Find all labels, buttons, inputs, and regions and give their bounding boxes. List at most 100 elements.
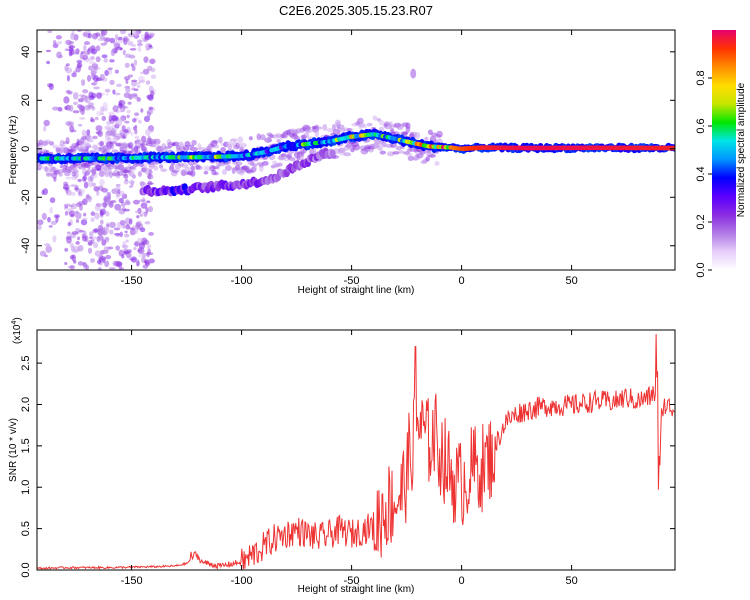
spectrogram-halo bbox=[59, 147, 67, 154]
spectrogram-noise bbox=[101, 187, 109, 193]
spectrogram-noise bbox=[140, 71, 144, 75]
spectrogram-noise bbox=[148, 44, 153, 48]
spectrogram-noise bbox=[124, 133, 128, 137]
spectrogram-noise bbox=[52, 43, 59, 49]
spectrogram-noise bbox=[100, 227, 106, 234]
spectrogram-halo bbox=[336, 124, 345, 130]
spectrogram-halo bbox=[213, 144, 220, 149]
spectrogram-noise bbox=[103, 201, 107, 209]
spectrogram-halo bbox=[94, 164, 102, 172]
spectrogram-halo bbox=[314, 130, 320, 138]
colorbar-tick-label: 0.4 bbox=[695, 166, 707, 181]
spectrogram-halo bbox=[45, 172, 52, 177]
spectrogram-noise bbox=[83, 181, 89, 189]
spectrogram-noise bbox=[72, 92, 79, 100]
spectrogram-noise bbox=[139, 213, 143, 217]
spectrogram-noise bbox=[41, 189, 45, 196]
spectrogram-halo bbox=[188, 144, 195, 148]
spectrogram-noise bbox=[95, 92, 103, 99]
spectrogram-noise bbox=[69, 242, 74, 248]
spectrogram-noise bbox=[123, 76, 131, 81]
spectrogram-noise bbox=[88, 136, 93, 143]
snr-frame bbox=[36, 329, 676, 571]
spectrogram-noise bbox=[101, 77, 108, 82]
snr-xlabel: Height of straight line (km) bbox=[298, 584, 415, 595]
spectrogram-halo bbox=[116, 142, 124, 147]
spectrogram-noise bbox=[96, 110, 102, 117]
spectrogram-noise bbox=[129, 48, 137, 51]
spectrogram-halo bbox=[392, 151, 400, 155]
spectrogram-noise bbox=[125, 224, 131, 230]
spectrogram-noise bbox=[115, 119, 123, 127]
spectrogram-noise bbox=[115, 46, 123, 51]
spectrogram-noise bbox=[99, 255, 107, 262]
spectrogram-noise bbox=[114, 92, 121, 96]
spectrogram-noise bbox=[145, 207, 149, 214]
spectrogram-halo bbox=[226, 141, 234, 148]
spectrogram-noise bbox=[107, 197, 111, 205]
spectrogram-noise bbox=[43, 125, 47, 132]
spectrogram-noise bbox=[89, 258, 95, 263]
y-tick-label: 0.0 bbox=[20, 562, 32, 577]
spectrogram-halo bbox=[135, 138, 142, 145]
spectrogram-halo bbox=[224, 165, 232, 171]
y-tick-label: 20 bbox=[20, 94, 32, 106]
spectrogram-noise bbox=[97, 38, 105, 42]
snr-axes: -150 -100 -50 0 50 0.0 0.5 1.0 1.5 2.0 2.5 bbox=[20, 330, 675, 587]
spectrogram-noise bbox=[44, 254, 48, 258]
spectrogram-halo bbox=[181, 171, 188, 176]
spectrogram-noise bbox=[118, 208, 126, 215]
spectrogram-noise bbox=[83, 174, 87, 182]
spectrogram-noise bbox=[80, 51, 86, 55]
spectrogram-noise bbox=[109, 229, 114, 235]
spectrogram-noise bbox=[114, 260, 122, 268]
spectrogram-noise bbox=[83, 44, 87, 52]
spectrogram-noise bbox=[109, 37, 116, 44]
spectrogram-noise bbox=[68, 45, 76, 49]
spectrogram-noise bbox=[147, 206, 154, 213]
spectrogram-halo bbox=[395, 145, 402, 151]
spectrogram-noise bbox=[96, 190, 100, 196]
spectrogram-noise bbox=[138, 199, 146, 203]
spectrogram-halo bbox=[158, 164, 164, 169]
spectrogram-noise bbox=[64, 210, 69, 216]
spectrogram-noise bbox=[82, 235, 87, 242]
spectrogram-halo bbox=[372, 115, 378, 121]
spectrogram-noise bbox=[85, 196, 93, 200]
spectrogram-noise bbox=[73, 49, 78, 52]
spectrogram-noise bbox=[126, 109, 131, 114]
spectrogram-noise bbox=[128, 93, 134, 98]
spectrogram-noise bbox=[128, 179, 135, 185]
spectrogram-halo bbox=[305, 128, 313, 133]
y-tick-label: 0.5 bbox=[20, 521, 32, 536]
spectrogram-frame bbox=[36, 29, 676, 271]
spectrogram-halo bbox=[111, 149, 119, 153]
spectrogram-noise bbox=[72, 245, 80, 254]
spectrogram-noise bbox=[125, 79, 129, 84]
spectrogram-noise bbox=[95, 45, 101, 52]
spectrogram-noise bbox=[63, 204, 68, 210]
spectrogram-noise bbox=[52, 40, 57, 44]
svg-text:(x104): (x104) bbox=[11, 317, 23, 344]
spectrogram-noise bbox=[55, 215, 59, 223]
spectrogram-noise bbox=[66, 231, 71, 235]
spectrogram-noise bbox=[150, 90, 155, 97]
spectrogram-noise bbox=[105, 254, 112, 260]
spectrogram-noise bbox=[122, 35, 129, 44]
spectrogram-halo bbox=[352, 144, 361, 151]
spectrogram-noise bbox=[95, 125, 103, 132]
spectrogram-noise bbox=[128, 54, 136, 59]
spectrogram-noise bbox=[65, 63, 70, 67]
spectrogram-noise bbox=[149, 58, 156, 65]
spectrogram-noise bbox=[93, 74, 99, 82]
spectrogram-halo bbox=[235, 142, 241, 149]
spectrogram-noise bbox=[108, 68, 113, 75]
spectrogram-halo bbox=[307, 136, 314, 140]
spectrogram-noise bbox=[112, 89, 116, 95]
spectrogram-noise bbox=[132, 118, 137, 123]
spectrogram-halo bbox=[259, 134, 266, 141]
spectrogram-noise bbox=[90, 217, 95, 223]
spectrogram-axes: -150 -100 -50 0 50 -40 -20 0 20 40 bbox=[20, 30, 675, 287]
spectrogram-noise bbox=[79, 203, 83, 211]
